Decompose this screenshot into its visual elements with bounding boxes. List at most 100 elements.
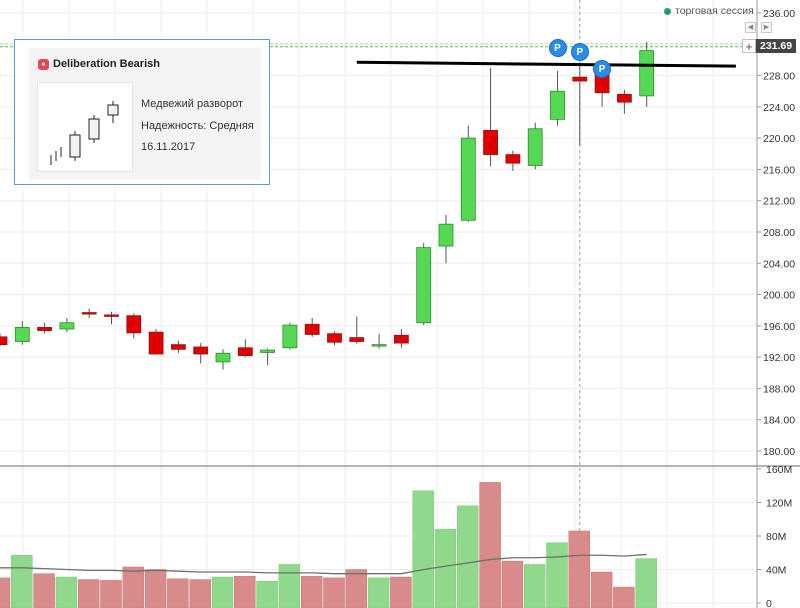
candle-body: [193, 346, 209, 355]
price-tick-label: 228.00: [763, 71, 795, 83]
candle: [126, 313, 142, 339]
volume-tick-label: 0: [766, 598, 772, 608]
volume-bar: [390, 576, 412, 608]
candle-body: [59, 322, 75, 330]
candle: [438, 214, 454, 264]
candle-body: [327, 333, 342, 343]
price-tick-label: 192.00: [763, 352, 795, 364]
volume-axis: 160M 120M 80M 40M 0: [757, 464, 792, 608]
volume-bar: [434, 529, 457, 608]
candle-body: [460, 137, 476, 221]
price-tick-label: 196.00: [763, 321, 795, 333]
pattern-reliability: Надежность: Средняя: [141, 120, 254, 132]
candle: [572, 66, 588, 146]
candle: [639, 41, 655, 107]
signal-marker[interactable]: P: [570, 43, 589, 61]
volume-tick-label: 120M: [766, 498, 792, 510]
price-axis: 236.00232.00228.00224.00220.00216.00212.…: [756, 0, 795, 608]
session-dot-icon: [664, 7, 671, 15]
candle-body: [148, 331, 164, 355]
price-tick-label: 200.00: [763, 290, 795, 302]
candle: [59, 318, 75, 333]
volume-bar: [11, 555, 33, 608]
candle-body: [104, 314, 119, 317]
candle: [193, 343, 209, 364]
price-tick-label: 204.00: [763, 258, 795, 270]
volume-bar: [590, 571, 613, 608]
candle: [460, 125, 476, 222]
candle-body: [505, 154, 521, 164]
pattern-type: Медвежий разворот: [141, 98, 244, 110]
volume-bar: [167, 578, 189, 608]
volume-bar: [300, 575, 323, 608]
volume-bar: [568, 530, 591, 608]
volume-bar: [33, 573, 55, 608]
candle-body: [14, 327, 30, 342]
price-tick-label: 236.00: [763, 8, 795, 20]
pattern-info-card: ● Deliberation Bearish Медвежий разворот…: [29, 48, 261, 180]
candle-body: [215, 352, 231, 363]
price-tick-label: 212.00: [763, 196, 795, 208]
candle: [483, 67, 499, 167]
volume-bar: [345, 569, 368, 608]
candle: [349, 316, 365, 344]
candle-body: [37, 327, 52, 331]
volume-moving-average-line: [0, 553, 647, 575]
volume-bar: [278, 564, 301, 608]
candle-body: [237, 347, 253, 356]
candle-body: [126, 315, 142, 334]
candles: [0, 41, 655, 370]
price-tick-label: 180.00: [763, 446, 795, 458]
candle: [327, 331, 342, 346]
candle: [304, 318, 320, 337]
current-price-tag: + 231.69: [742, 39, 797, 53]
candle: [37, 322, 52, 334]
volume-bar: [613, 586, 635, 608]
price-tick-label: 224.00: [763, 102, 795, 114]
session-label: торговая сессия: [675, 5, 754, 17]
volume-bar: [189, 579, 211, 608]
volume-bar: [479, 482, 501, 608]
pattern-thumbnail-graphic: [50, 101, 119, 165]
volume-bars: [0, 482, 657, 608]
candle: [148, 328, 164, 355]
volume-bar: [122, 566, 145, 608]
volume-tick-label: 40M: [766, 565, 786, 577]
signal-marker[interactable]: P: [548, 39, 567, 57]
candle-body: [572, 76, 588, 82]
price-tick-label: 220.00: [763, 133, 795, 145]
volume-tick-label: 160M: [766, 464, 792, 476]
volume-bar: [635, 558, 657, 608]
price-tick-label: 184.00: [763, 415, 795, 427]
candle: [416, 242, 432, 326]
signal-marker[interactable]: P: [593, 60, 612, 78]
pattern-date: 16.11.2017: [141, 141, 196, 153]
candle: [81, 308, 97, 319]
chevron-right-icon[interactable]: ▶: [761, 22, 772, 33]
candle-body: [371, 344, 387, 347]
pattern-info-panel[interactable]: ● Deliberation Bearish Медвежий разворот…: [14, 39, 270, 185]
volume-bar: [412, 490, 434, 608]
volume-bar: [323, 577, 345, 608]
candle-body: [170, 344, 186, 350]
candle-body: [639, 50, 655, 97]
candle-body: [617, 93, 632, 103]
overlays: [356, 60, 736, 68]
candle-body: [483, 129, 499, 155]
candle: [505, 150, 521, 171]
candle: [527, 122, 543, 170]
volume-bar: [100, 580, 122, 608]
price-tick-label: 216.00: [763, 164, 795, 176]
plus-icon[interactable]: +: [742, 39, 756, 53]
candle-body: [0, 336, 8, 346]
candle-body: [81, 312, 97, 315]
pattern-thumbnail: [37, 82, 133, 172]
candle: [393, 328, 409, 348]
volume-bar: [546, 542, 568, 608]
candle: [237, 339, 253, 358]
volume-bar: [144, 569, 167, 608]
chevron-left-icon[interactable]: ◀: [745, 22, 756, 33]
volume-bar: [256, 580, 278, 608]
candle: [215, 349, 231, 370]
